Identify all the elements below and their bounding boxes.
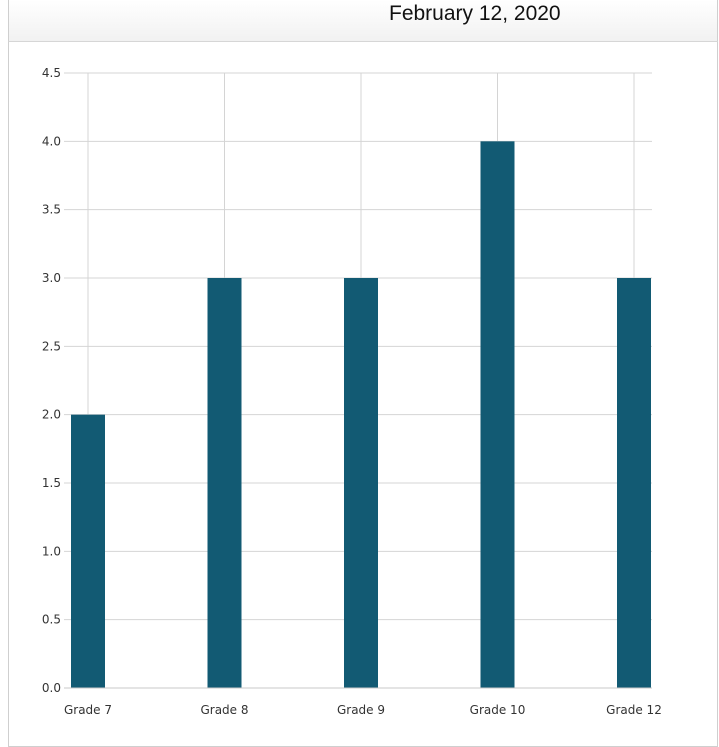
y-tick-label: 3.0	[42, 271, 61, 285]
y-tick-label: 0.5	[42, 613, 61, 627]
y-tick-label: 1.5	[42, 476, 61, 490]
y-tick-label: 0.0	[42, 681, 61, 695]
bar	[71, 414, 105, 688]
bar	[480, 141, 515, 689]
x-tick-label: Grade 7	[64, 703, 112, 717]
y-tick-label: 4.0	[42, 134, 61, 148]
x-tick-label: Grade 12	[606, 703, 662, 717]
x-tick-label: Grade 9	[337, 703, 385, 717]
y-tick-label: 1.0	[42, 544, 61, 558]
chart-header: February 12, 2020	[8, 0, 718, 42]
y-tick-label: 3.5	[42, 203, 61, 217]
bar	[207, 278, 242, 688]
bar	[344, 278, 378, 688]
header-date: February 12, 2020	[389, 2, 561, 25]
x-tick-label: Grade 8	[200, 703, 248, 717]
y-tick-label: 2.0	[42, 408, 61, 422]
y-tick-label: 2.5	[42, 339, 61, 353]
bar	[617, 278, 651, 688]
y-tick-label: 4.5	[42, 66, 61, 80]
x-tick-label: Grade 10	[470, 703, 526, 717]
